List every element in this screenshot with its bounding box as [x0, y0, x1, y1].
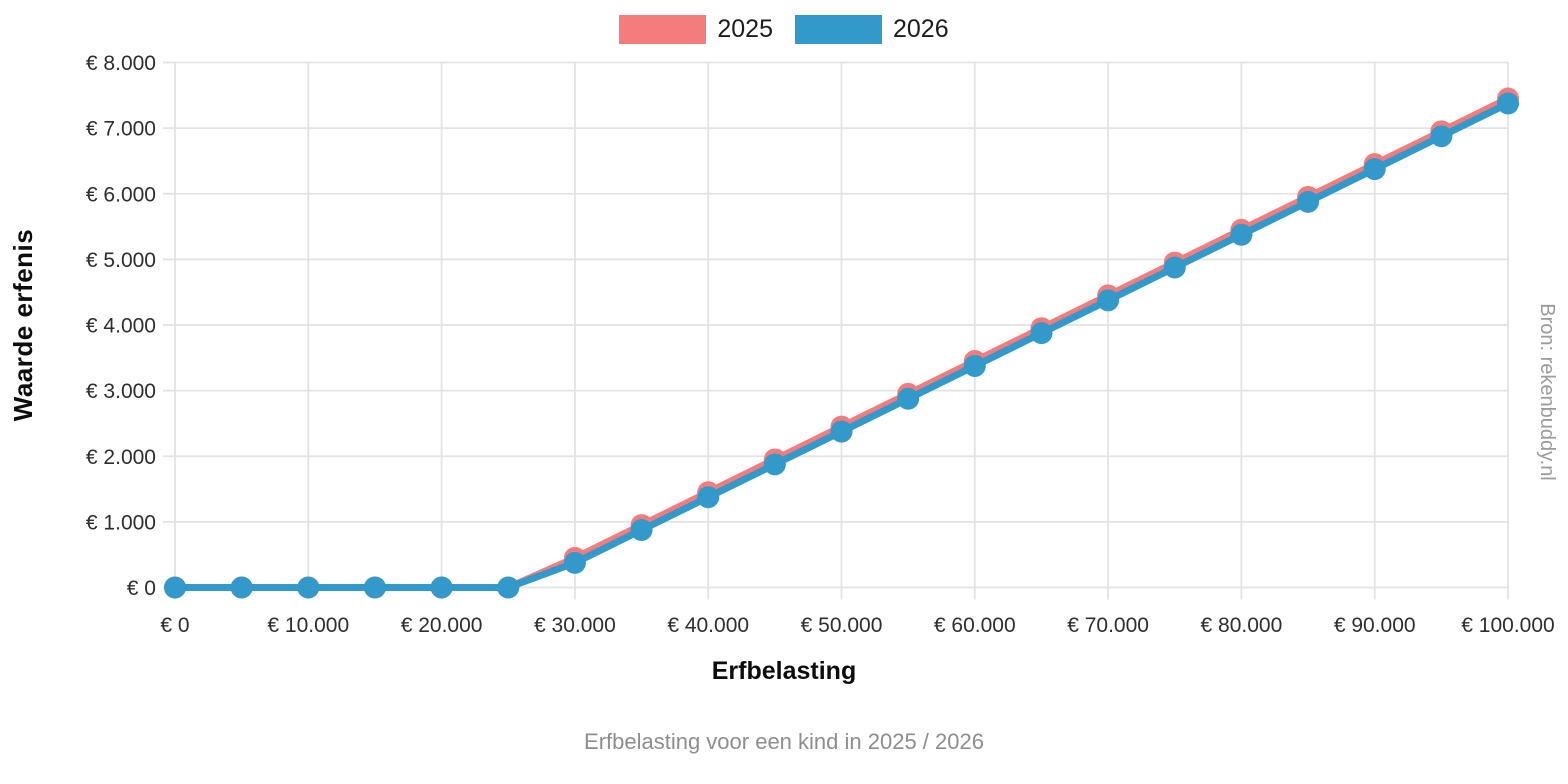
source-attribution: Bron: rekenbuddy.nl	[1536, 303, 1558, 481]
y-tick-label: € 6.000	[86, 183, 156, 206]
data-point-2026[interactable]	[230, 576, 253, 599]
data-point-2026[interactable]	[430, 576, 453, 599]
data-point-2026[interactable]	[164, 576, 186, 599]
y-tick-label: € 0	[127, 577, 156, 600]
data-point-2026[interactable]	[563, 551, 586, 574]
gridlines	[163, 61, 1509, 600]
data-point-2026[interactable]	[1430, 125, 1453, 148]
x-tick-label: € 30.000	[534, 614, 616, 637]
y-tick-label: € 1.000	[86, 511, 156, 534]
y-tick-label: € 7.000	[86, 118, 156, 141]
data-point-2026[interactable]	[1163, 256, 1186, 279]
y-tick-label: € 2.000	[86, 446, 156, 469]
x-tick-label: € 90.000	[1334, 614, 1416, 637]
data-point-2026[interactable]	[1230, 223, 1253, 246]
data-point-2026[interactable]	[363, 576, 386, 599]
x-tick-label: € 40.000	[667, 614, 749, 637]
x-tick-label: € 60.000	[934, 614, 1016, 637]
data-point-2026[interactable]	[1497, 92, 1519, 115]
y-tick-label: € 5.000	[86, 249, 156, 272]
data-point-2026[interactable]	[1297, 190, 1320, 213]
x-tick-label: € 10.000	[267, 614, 349, 637]
chart-legend: 2025 2026	[0, 15, 1568, 44]
x-tick-label: € 50.000	[801, 614, 883, 637]
legend-swatch-2025	[619, 15, 707, 44]
data-point-2026[interactable]	[763, 453, 786, 476]
data-point-2026[interactable]	[630, 519, 653, 542]
x-tick-label: € 70.000	[1067, 614, 1149, 637]
legend-label-2026: 2026	[893, 15, 949, 43]
data-point-2026[interactable]	[897, 387, 920, 410]
legend-label-2025: 2025	[717, 15, 773, 43]
data-point-2026[interactable]	[1363, 158, 1386, 181]
x-tick-label: € 100.000	[1461, 614, 1554, 637]
data-point-2026[interactable]	[297, 576, 320, 599]
series-2026	[164, 92, 1519, 599]
x-tick-label: € 0	[160, 614, 189, 637]
y-tick-labels: € 0 € 1.000 € 2.000 € 3.000 € 4.000 € 5.000 € …	[86, 52, 156, 600]
data-point-2026[interactable]	[497, 576, 520, 599]
data-point-2026[interactable]	[963, 354, 986, 377]
y-tick-label: € 4.000	[86, 315, 156, 338]
legend-item-2026[interactable]: 2026	[795, 15, 949, 44]
data-point-2026[interactable]	[1097, 289, 1120, 312]
x-tick-labels: € 0 € 10.000 € 20.000 € 30.000 € 40.000 € 50.…	[160, 614, 1554, 637]
data-point-2026[interactable]	[697, 486, 720, 509]
chart-subtitle: Erfbelasting voor een kind in 2025 / 202…	[584, 729, 984, 754]
x-tick-label: € 20.000	[401, 614, 483, 637]
x-tick-label: € 80.000	[1201, 614, 1283, 637]
legend-item-2025[interactable]: 2025	[619, 15, 773, 44]
y-tick-label: € 8.000	[86, 52, 156, 75]
y-tick-label: € 3.000	[86, 380, 156, 403]
data-point-2026[interactable]	[830, 420, 853, 443]
x-axis-title: Erfbelasting	[711, 657, 857, 685]
legend-swatch-2026	[795, 15, 882, 44]
data-point-2026[interactable]	[1030, 322, 1053, 345]
